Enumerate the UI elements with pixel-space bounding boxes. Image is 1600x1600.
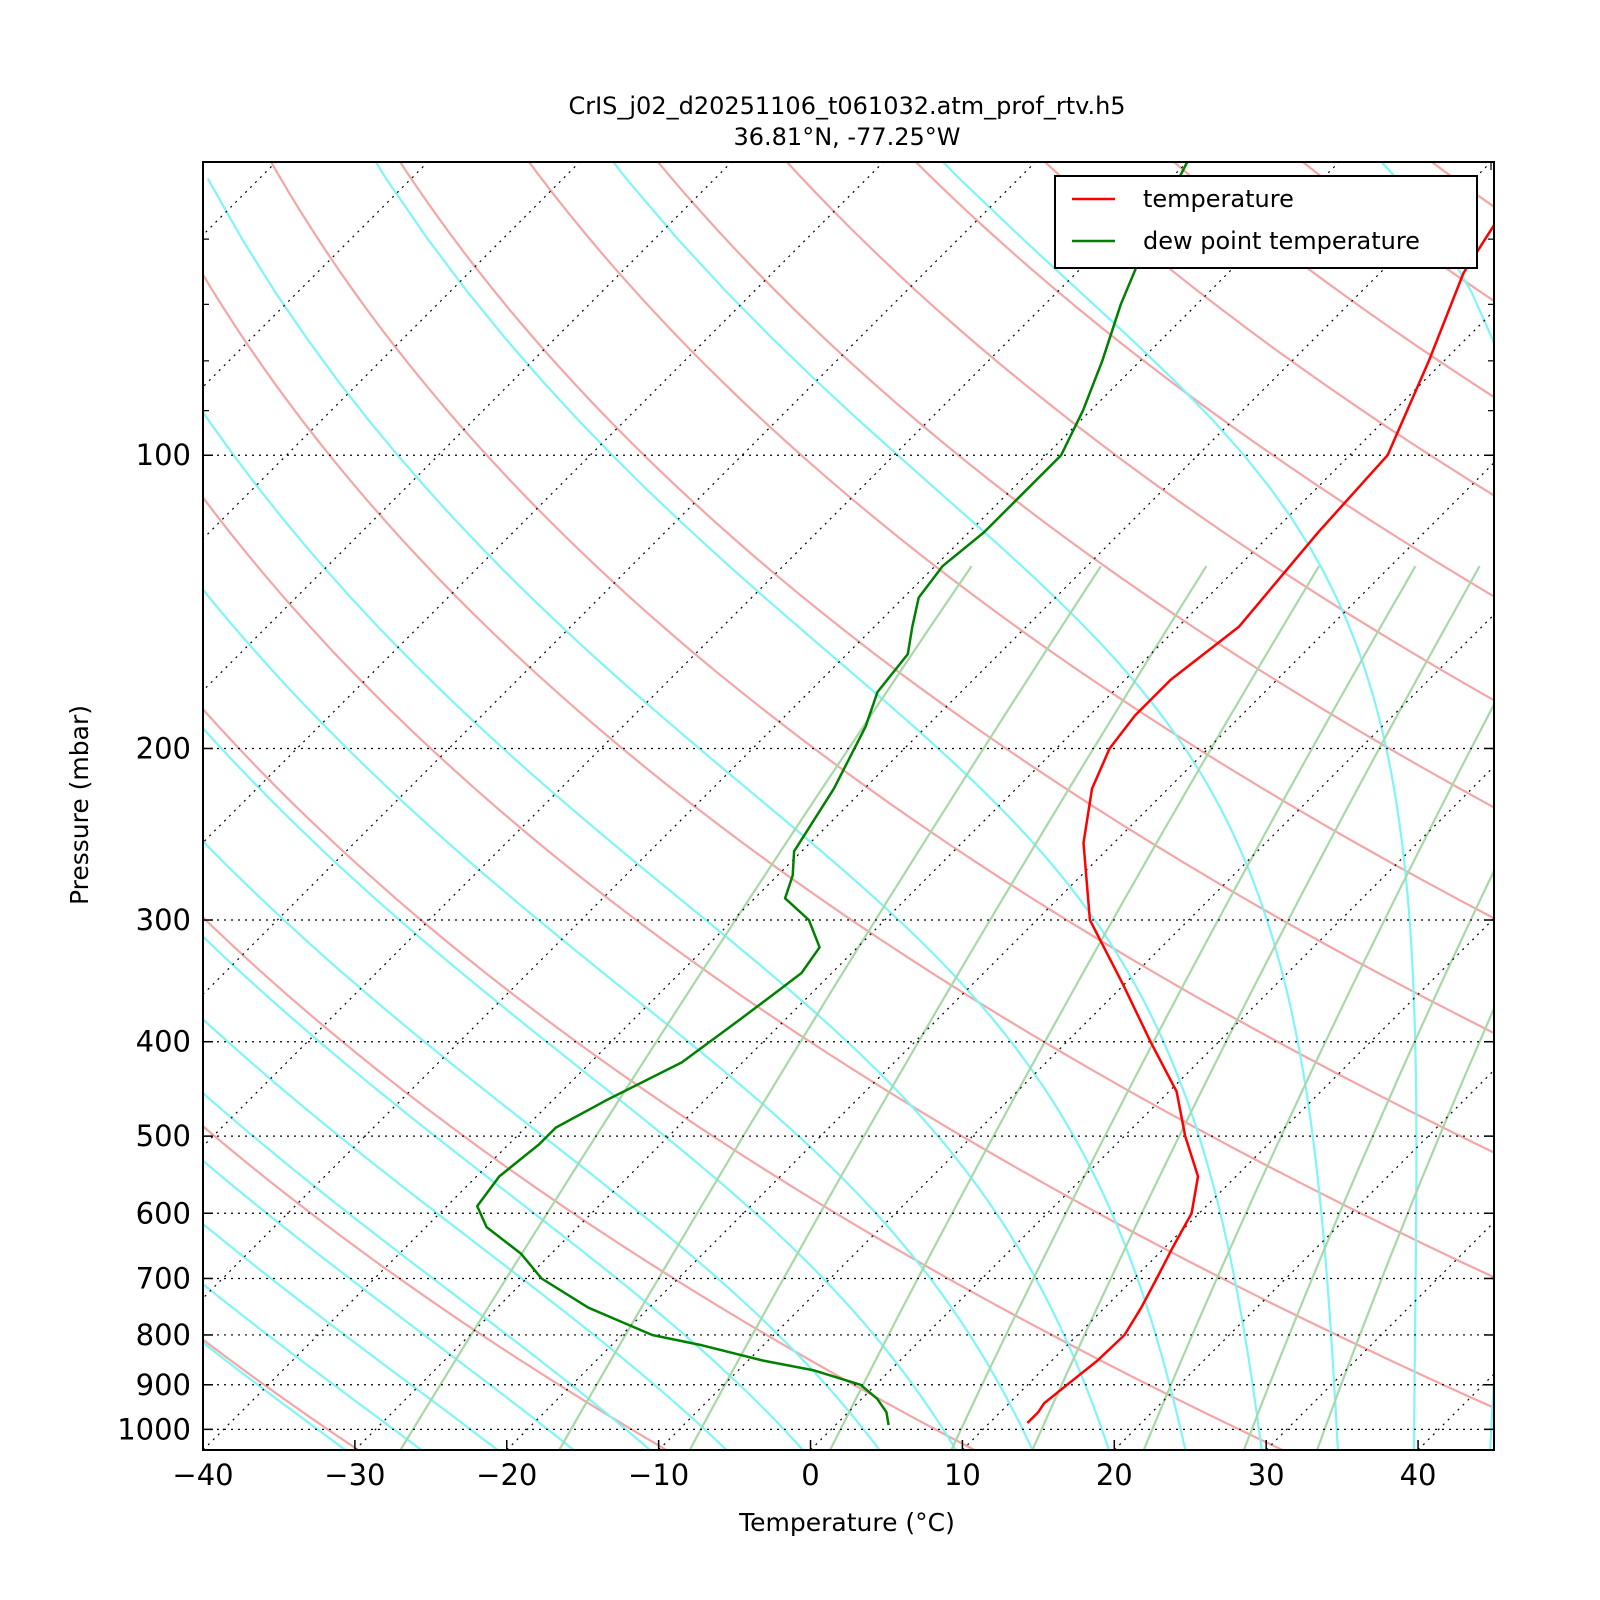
- isotherm: [1417, 1373, 1494, 1450]
- moist-adiabat-5: [203, 1017, 729, 1450]
- dry-adiabat-0: [203, 1338, 361, 1450]
- legend-dewpoint-label: dew point temperature: [1143, 227, 1420, 255]
- moist-adiabat-8: [203, 726, 958, 1450]
- moist-adiabat-1: [203, 1282, 424, 1450]
- y-tick-label: 200: [136, 731, 191, 765]
- y-tick-label: 700: [136, 1261, 191, 1295]
- dry-adiabat-10: [785, 162, 1494, 702]
- y-tick-label: 900: [136, 1368, 191, 1402]
- isotherm: [203, 162, 581, 540]
- isotherm: [0, 68, 67, 1470]
- x-tick-label: 10: [944, 1458, 981, 1492]
- dry-adiabat-12: [1043, 162, 1494, 497]
- dry-adiabat-16: [1498, 117, 1600, 1454]
- x-tick-label: −30: [324, 1458, 385, 1492]
- y-tick-label: 100: [136, 438, 191, 472]
- legend-temperature-label: temperature: [1143, 185, 1294, 213]
- dry-adiabat-2: [203, 915, 977, 1450]
- x-tick-label: 20: [1096, 1458, 1133, 1492]
- mixing-ratio-line-7: [1242, 868, 1494, 1450]
- data-lines: [475, 162, 1494, 1426]
- mixing-ratio-line-3: [828, 565, 1320, 1450]
- y-axis: 100 200 300 400 500 600 700 800 900 1000: [117, 238, 1494, 1446]
- isotherm: [203, 162, 885, 844]
- isotherm: [203, 162, 1340, 1299]
- dry-adiabat-11: [914, 162, 1494, 598]
- chart-title-line1: CrIS_j02_d20251106_t061032.atm_prof_rtv.…: [568, 92, 1125, 120]
- moist-adiabat-13: [611, 162, 1339, 1450]
- isotherm: [203, 162, 1037, 996]
- dry-adiabat-1: [203, 1124, 669, 1450]
- isotherm: [1550, 68, 1600, 1470]
- mixing-ratio-line-1: [557, 565, 1102, 1450]
- moist-adiabat-3: [203, 1159, 576, 1450]
- dry-adiabat-14: [1301, 162, 1494, 303]
- moist-adiabat-2: [203, 1222, 500, 1450]
- y-tick-label: 600: [136, 1196, 191, 1230]
- legend: temperature dew point temperature: [1054, 175, 1478, 269]
- mixing-ratio-line-0: [399, 565, 973, 1450]
- mixing-ratio-line-8: [1315, 1005, 1494, 1450]
- legend-box: [1054, 175, 1478, 269]
- isotherm: [1113, 1069, 1494, 1450]
- x-tick-label: −10: [628, 1458, 689, 1492]
- dewpoint-line: [475, 162, 1189, 1426]
- moist-adiabat-11: [206, 178, 1187, 1450]
- dry-adiabat-8: [527, 162, 1494, 920]
- isotherm-grid: [0, 68, 1600, 1470]
- y-tick-label: 1000: [117, 1412, 191, 1446]
- dry-adiabat-9: [656, 162, 1494, 809]
- isotherm: [203, 162, 1492, 1450]
- x-axis-label: Temperature (°C): [738, 1508, 955, 1537]
- isotherm: [354, 310, 1494, 1450]
- y-tick-label: 500: [136, 1119, 191, 1153]
- dry-adiabat-5: [203, 272, 1494, 1279]
- moist-adiabat-12: [374, 162, 1263, 1450]
- moist-adiabat-0: [203, 1341, 348, 1450]
- x-tick-label: 30: [1248, 1458, 1285, 1492]
- dry-adiabat-4: [203, 495, 1494, 1409]
- mixing-ratio-line-4: [950, 565, 1417, 1450]
- y-axis-label: Pressure (mbar): [65, 705, 94, 905]
- moist-adiabat-14: [941, 162, 1418, 1450]
- chart-title-line2: 36.81°N, -77.25°W: [733, 123, 960, 151]
- x-axis: −40 −30 −20 −10 0 10 20 30 40: [172, 162, 1492, 1492]
- isotherm: [203, 162, 733, 692]
- x-tick-label: 40: [1400, 1458, 1437, 1492]
- moist-adiabat-16: [1566, 108, 1600, 1454]
- moist-adiabat-9: [203, 587, 1034, 1450]
- isotherm: [657, 613, 1494, 1450]
- isotherm: [203, 162, 277, 236]
- x-tick-label: 0: [801, 1458, 819, 1492]
- moist-adiabat-4: [203, 1091, 652, 1450]
- isotherm: [0, 68, 218, 1470]
- mixing-ratio-line-6: [1142, 702, 1494, 1450]
- background-lines: [203, 108, 1600, 1454]
- x-tick-label: −40: [172, 1458, 233, 1492]
- isotherm: [505, 461, 1494, 1450]
- dry-adiabat-7: [398, 162, 1494, 1035]
- plot-frame: [202, 161, 1495, 1451]
- dry-adiabat-3: [203, 707, 1286, 1450]
- mixing-ratio-line-2: [688, 565, 1208, 1450]
- moist-adiabat-10: [203, 410, 1111, 1450]
- isotherm: [203, 162, 429, 388]
- moist-adiabat-6: [203, 935, 805, 1450]
- isobar-grid: [203, 454, 1494, 1430]
- temperature-line: [1026, 222, 1494, 1424]
- dry-adiabat-6: [269, 162, 1494, 1154]
- isotherm: [1265, 1221, 1494, 1450]
- y-tick-label: 400: [136, 1025, 191, 1059]
- dry-adiabat-13: [1172, 162, 1494, 399]
- mixing-ratio-line-5: [1031, 565, 1481, 1450]
- isotherm: [961, 917, 1494, 1450]
- y-tick-label: 800: [136, 1318, 191, 1352]
- isotherm: [203, 162, 1189, 1148]
- dry-adiabat-15: [1429, 162, 1494, 209]
- y-tick-label: 300: [136, 903, 191, 937]
- x-tick-label: −20: [476, 1458, 537, 1492]
- moist-adiabat-7: [203, 839, 881, 1450]
- isotherm: [809, 765, 1494, 1450]
